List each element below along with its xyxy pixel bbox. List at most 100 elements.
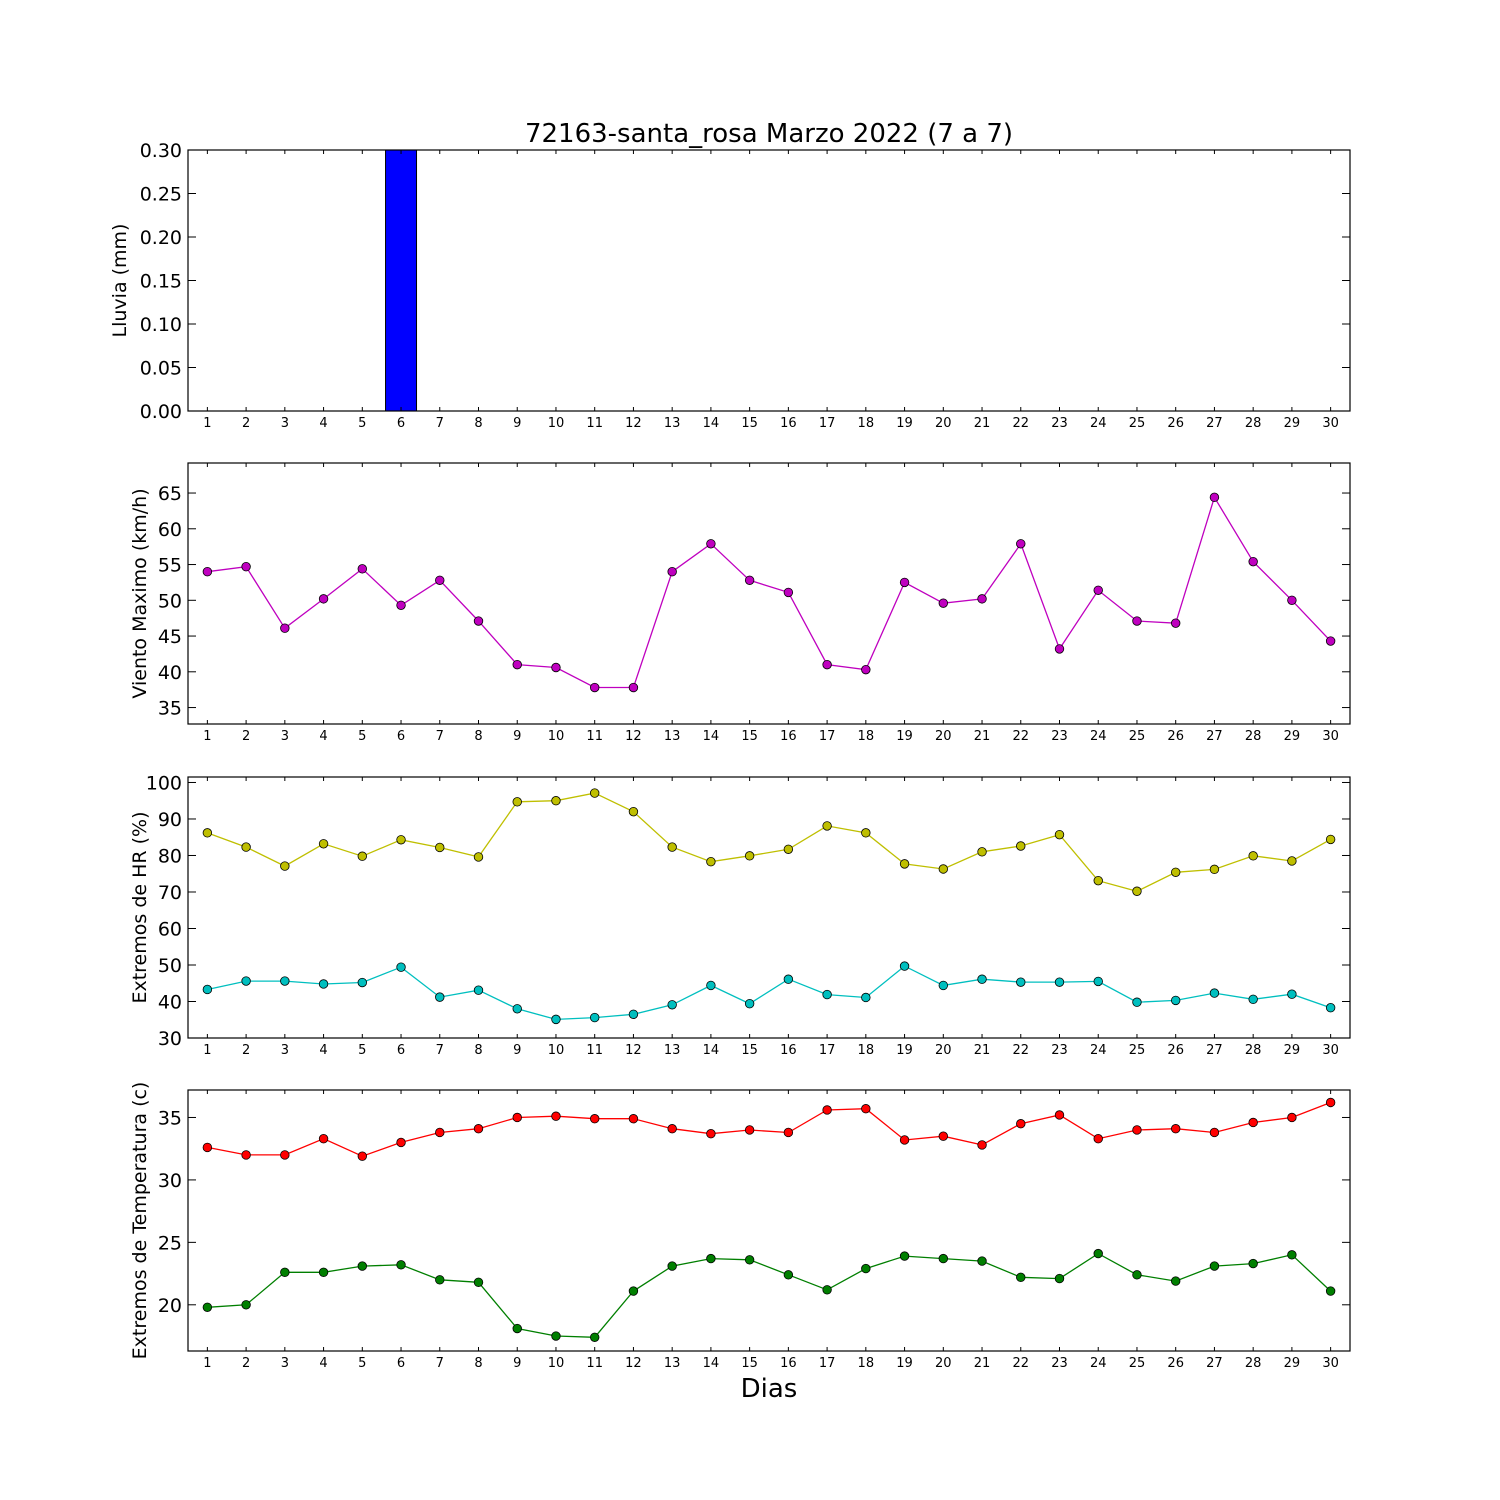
x-tick-label: 27 xyxy=(1206,416,1223,431)
data-point xyxy=(1209,1261,1220,1271)
data-point xyxy=(551,1111,561,1121)
data-point xyxy=(202,1302,213,1312)
x-tick-label: 30 xyxy=(1322,1356,1339,1371)
series-line-1 xyxy=(207,1252,1332,1338)
y-tick-label: 50 xyxy=(158,590,182,612)
x-tick-label: 20 xyxy=(935,416,952,431)
x-tick-label: 17 xyxy=(819,1043,836,1058)
x-tick-label: 18 xyxy=(858,416,875,431)
data-point xyxy=(1248,1258,1258,1269)
data-point xyxy=(1132,997,1142,1007)
data-point xyxy=(473,852,484,862)
x-tick-label: 22 xyxy=(1012,416,1029,431)
data-point xyxy=(241,976,251,986)
x-tick-label: 3 xyxy=(281,1043,289,1058)
y-tick-label: 55 xyxy=(158,555,182,577)
data-point xyxy=(1325,834,1336,845)
x-tick-label: 8 xyxy=(474,729,482,744)
x-tick-label: 18 xyxy=(858,1043,875,1058)
data-point xyxy=(396,600,406,610)
x-tick-label: 26 xyxy=(1167,729,1184,744)
data-point xyxy=(473,1277,484,1288)
data-point xyxy=(667,1124,677,1134)
x-tick-label: 29 xyxy=(1284,1043,1301,1058)
x-tick-label: 25 xyxy=(1129,416,1146,431)
data-point xyxy=(1132,616,1142,626)
data-point xyxy=(435,992,445,1002)
x-tick-label: 22 xyxy=(1012,1356,1029,1371)
humidity-panel: 1 2 3 4 5 6 7 8 9 10 11 12 13 14 15 16 17 18 19 20 21 22 23 24 2… xyxy=(129,772,1351,1058)
series-line-0 xyxy=(207,495,1332,689)
x-tick-label: 8 xyxy=(474,1356,482,1371)
x-tick-label: 27 xyxy=(1206,1356,1223,1371)
data-point xyxy=(202,1142,213,1153)
data-point xyxy=(1248,556,1258,567)
data-point xyxy=(1093,976,1103,987)
x-tick-label: 10 xyxy=(548,729,565,744)
x-tick-label: 20 xyxy=(935,1043,952,1058)
x-tick-label: 15 xyxy=(741,416,758,431)
data-point xyxy=(241,1300,251,1310)
data-point xyxy=(1248,994,1258,1005)
x-tick-label: 17 xyxy=(819,1356,836,1371)
x-tick-label: 28 xyxy=(1245,729,1262,744)
x-tick-label: 14 xyxy=(703,416,720,431)
data-point xyxy=(667,566,677,577)
data-point xyxy=(861,828,871,838)
x-tick-label: 27 xyxy=(1206,729,1223,744)
data-point xyxy=(435,575,445,585)
x-tick-label: 6 xyxy=(397,1356,405,1371)
data-point xyxy=(1170,1124,1181,1134)
x-tick-label: 1 xyxy=(203,729,211,744)
x-tick-label: 30 xyxy=(1322,729,1339,744)
x-tick-label: 26 xyxy=(1167,416,1184,431)
data-point xyxy=(551,796,561,806)
data-point xyxy=(357,851,368,861)
x-tick-label: 11 xyxy=(586,1043,603,1058)
x-tick-label: 11 xyxy=(586,729,603,744)
x-tick-label: 16 xyxy=(780,729,797,744)
data-point xyxy=(1287,856,1297,866)
data-point xyxy=(1016,977,1026,987)
x-tick-label: 16 xyxy=(780,1356,797,1371)
x-tick-label: 14 xyxy=(703,1356,720,1371)
data-point xyxy=(1209,988,1220,998)
data-point xyxy=(744,998,755,1009)
x-tick-label: 24 xyxy=(1090,729,1107,744)
data-point xyxy=(706,856,716,867)
data-point xyxy=(396,835,406,845)
data-point xyxy=(318,1267,329,1278)
x-tick-label: 3 xyxy=(281,416,289,431)
data-point xyxy=(1170,1276,1181,1286)
data-point xyxy=(1287,1112,1297,1123)
data-point xyxy=(280,976,290,986)
x-tick-label: 26 xyxy=(1167,1043,1184,1058)
data-point xyxy=(512,1323,522,1334)
data-point xyxy=(667,1261,677,1271)
data-point xyxy=(938,980,949,991)
x-tick-label: 19 xyxy=(896,1356,913,1371)
x-tick-label: 2 xyxy=(242,1043,250,1058)
data-point xyxy=(899,1135,910,1145)
x-tick-label: 17 xyxy=(819,416,836,431)
data-point xyxy=(590,1012,600,1023)
data-point xyxy=(783,587,794,598)
x-tick-label: 12 xyxy=(625,1043,642,1058)
data-point xyxy=(318,979,329,989)
x-tick-label: 1 xyxy=(203,416,211,431)
data-point xyxy=(551,1014,561,1025)
data-point xyxy=(1054,977,1065,987)
x-tick-label: 25 xyxy=(1129,1356,1146,1371)
y-tick-label: 50 xyxy=(158,955,182,977)
temperature-panel: 1 2 3 4 5 6 7 8 9 10 11 12 13 14 15 16 17 18 19 20 21 22 23 24 2… xyxy=(129,1082,1351,1371)
data-point xyxy=(1132,1270,1142,1280)
data-point xyxy=(822,659,832,670)
y-tick-label: 25 xyxy=(158,1232,182,1254)
x-tick-label: 20 xyxy=(935,1356,952,1371)
y-tick-label: 100 xyxy=(146,772,182,794)
data-point xyxy=(318,1134,329,1144)
data-point xyxy=(590,1114,600,1124)
data-point xyxy=(706,539,716,549)
data-point xyxy=(977,1256,987,1266)
x-tick-label: 4 xyxy=(319,1356,327,1371)
